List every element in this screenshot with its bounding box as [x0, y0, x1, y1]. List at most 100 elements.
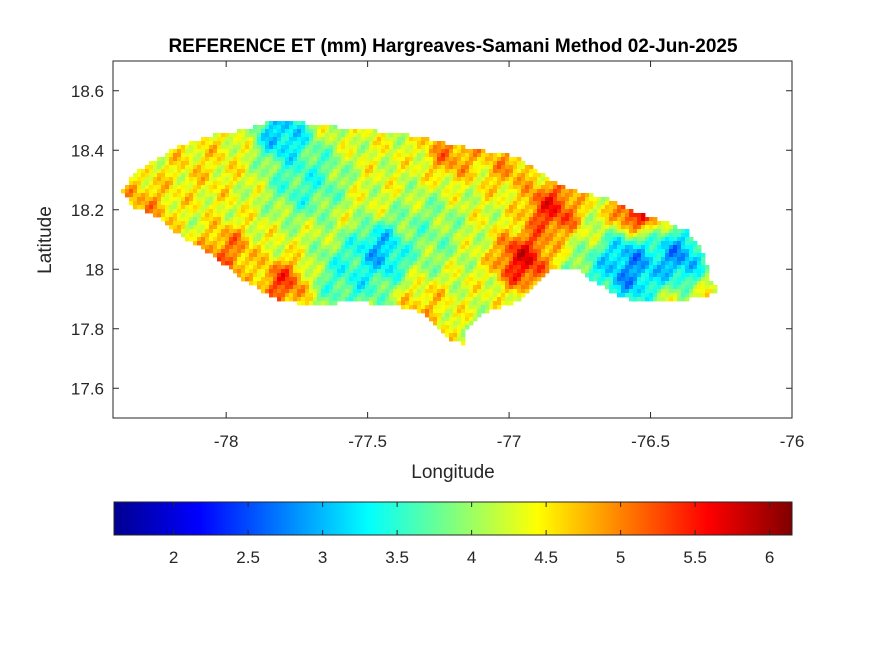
- et-cell: [485, 177, 490, 182]
- et-cell: [645, 249, 650, 254]
- et-cell: [521, 269, 526, 274]
- et-cell: [697, 281, 702, 286]
- et-cell: [441, 153, 446, 158]
- et-cell: [501, 233, 506, 238]
- et-cell: [317, 209, 322, 214]
- et-cell: [353, 145, 358, 150]
- et-cell: [441, 281, 446, 286]
- et-cell: [277, 245, 282, 250]
- et-cell: [361, 177, 366, 182]
- et-cell: [381, 205, 386, 210]
- et-cell: [453, 237, 458, 242]
- et-cell: [313, 297, 318, 302]
- et-cell: [649, 273, 654, 278]
- et-cell: [361, 297, 366, 302]
- et-cell: [665, 233, 670, 238]
- et-cell: [493, 221, 498, 226]
- et-cell: [401, 285, 406, 290]
- et-cell: [413, 261, 418, 266]
- et-cell: [453, 277, 458, 282]
- et-cell: [357, 145, 362, 150]
- et-cell: [489, 229, 494, 234]
- et-cell: [405, 297, 410, 302]
- et-cell: [657, 277, 662, 282]
- et-cell: [657, 269, 662, 274]
- et-cell: [417, 149, 422, 154]
- et-cell: [157, 173, 162, 178]
- et-cell: [169, 165, 174, 170]
- et-cell: [269, 197, 274, 202]
- et-cell: [285, 297, 290, 302]
- et-cell: [589, 277, 594, 282]
- et-cell: [397, 201, 402, 206]
- et-cell: [633, 253, 638, 258]
- et-cell: [557, 225, 562, 230]
- et-cell: [217, 133, 222, 138]
- et-cell: [505, 269, 510, 274]
- et-cell: [185, 181, 190, 186]
- et-cell: [501, 157, 506, 162]
- et-cell: [193, 221, 198, 226]
- et-cell: [237, 229, 242, 234]
- et-cell: [449, 257, 454, 262]
- et-cell: [313, 129, 318, 134]
- et-cell: [513, 249, 518, 254]
- et-cell: [493, 173, 498, 178]
- et-cell: [549, 221, 554, 226]
- et-cell: [169, 149, 174, 154]
- et-cell: [541, 173, 546, 178]
- et-cell: [221, 205, 226, 210]
- et-cell: [337, 209, 342, 214]
- et-cell: [285, 141, 290, 146]
- et-cell: [377, 137, 382, 142]
- et-cell: [181, 161, 186, 166]
- plot-title: REFERENCE ET (mm) Hargreaves-Samani Meth…: [168, 36, 738, 57]
- et-cell: [561, 241, 566, 246]
- et-cell: [549, 197, 554, 202]
- et-cell: [489, 265, 494, 270]
- et-cell: [681, 281, 686, 286]
- et-cell: [509, 165, 514, 170]
- et-cell: [313, 225, 318, 230]
- et-cell: [333, 289, 338, 294]
- et-cell: [257, 209, 262, 214]
- et-cell: [705, 285, 710, 290]
- et-cell: [341, 297, 346, 302]
- et-cell: [405, 133, 410, 138]
- et-cell: [605, 205, 610, 210]
- et-cell: [473, 249, 478, 254]
- et-cell: [421, 201, 426, 206]
- et-cell: [513, 229, 518, 234]
- et-cell: [277, 173, 282, 178]
- et-cell: [293, 229, 298, 234]
- et-cell: [609, 237, 614, 242]
- et-cell: [249, 229, 254, 234]
- et-cell: [637, 293, 642, 298]
- et-cell: [645, 277, 650, 282]
- et-cell: [481, 281, 486, 286]
- et-cell: [605, 249, 610, 254]
- et-cell: [385, 209, 390, 214]
- et-cell: [541, 209, 546, 214]
- et-cell: [193, 169, 198, 174]
- et-cell: [289, 181, 294, 186]
- et-cell: [397, 181, 402, 186]
- et-cell: [533, 269, 538, 274]
- et-cell: [265, 141, 270, 146]
- et-cell: [393, 173, 398, 178]
- et-cell: [453, 313, 458, 318]
- et-cell: [425, 285, 430, 290]
- et-cell: [173, 197, 178, 202]
- et-cell: [233, 213, 238, 218]
- et-cell: [509, 245, 514, 250]
- et-cell: [457, 257, 462, 262]
- et-cell: [401, 213, 406, 218]
- et-cell: [241, 217, 246, 222]
- et-cell: [705, 293, 710, 298]
- et-cell: [493, 177, 498, 182]
- et-cell: [533, 261, 538, 266]
- et-cell: [553, 185, 558, 190]
- et-cell: [525, 277, 530, 282]
- et-cell: [401, 189, 406, 194]
- et-cell: [457, 217, 462, 222]
